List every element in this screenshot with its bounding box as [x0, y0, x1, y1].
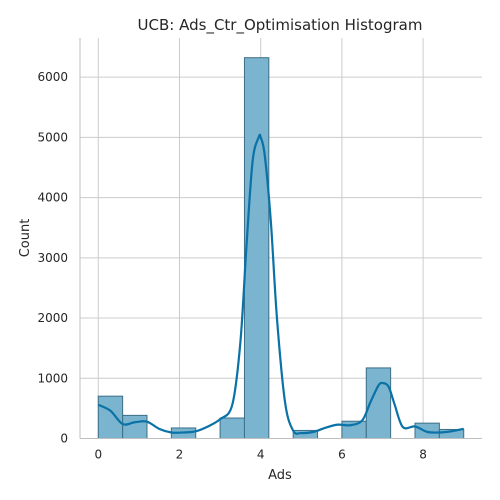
- histogram-bar: [219, 417, 245, 440]
- y-tick-label: 3000: [37, 251, 68, 265]
- y-tick-label: 5000: [37, 130, 68, 144]
- y-axis-label: Count: [18, 219, 33, 258]
- x-tick-labels: 0 2 4 6 8: [94, 448, 426, 462]
- histogram-bars: [97, 57, 465, 440]
- y-tick-label: 1000: [37, 371, 68, 385]
- x-tick-label: 8: [419, 448, 427, 462]
- y-tick-label: 0: [60, 432, 68, 446]
- kde-curve: [97, 133, 464, 435]
- y-gridlines: [80, 76, 482, 439]
- y-tick-labels: 0 1000 2000 3000 4000 5000 6000: [37, 70, 68, 445]
- x-tick-label: 2: [176, 448, 184, 462]
- histogram-bar: [122, 414, 148, 439]
- y-tick-label: 2000: [37, 311, 68, 325]
- x-tick-label: 4: [257, 448, 265, 462]
- chart-title: UCB: Ads_Ctr_Optimisation Histogram: [138, 16, 423, 35]
- histogram-bar: [97, 395, 124, 440]
- x-tick-label: 6: [338, 448, 346, 462]
- x-tick-label: 0: [94, 448, 102, 462]
- y-tick-label: 6000: [37, 70, 68, 84]
- x-axis-label: Ads: [268, 468, 292, 483]
- histogram-bar: [243, 57, 270, 440]
- y-tick-label: 4000: [37, 191, 68, 205]
